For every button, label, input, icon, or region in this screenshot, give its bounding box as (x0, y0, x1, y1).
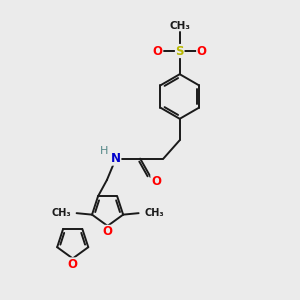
Text: CH₃: CH₃ (51, 208, 70, 218)
Text: N: N (111, 152, 121, 165)
Text: CH₃: CH₃ (145, 208, 164, 218)
Text: S: S (176, 44, 184, 58)
Text: O: O (68, 258, 78, 271)
Text: O: O (151, 175, 161, 188)
Text: H: H (100, 146, 109, 156)
Text: CH₃: CH₃ (169, 21, 190, 32)
Text: O: O (197, 44, 207, 58)
Text: O: O (103, 225, 112, 239)
Text: O: O (153, 44, 163, 58)
